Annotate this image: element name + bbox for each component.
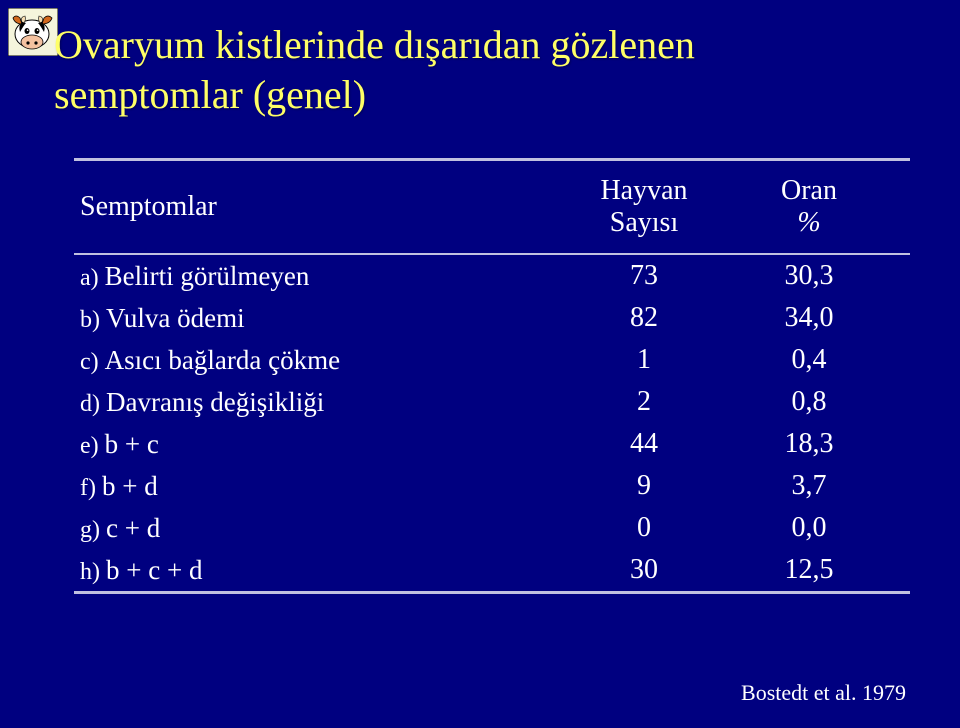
table-row: h) b + c + d3012,5: [74, 549, 910, 591]
row-pct: 30,3: [734, 260, 884, 292]
row-label: h) b + c + d: [74, 555, 554, 586]
row-prefix: e): [80, 433, 105, 459]
header-col-symptoms: Semptomlar: [74, 191, 554, 223]
table-row: c) Asıcı bağlarda çökme10,4: [74, 339, 910, 381]
row-prefix: h): [80, 559, 106, 585]
row-count: 82: [554, 302, 734, 334]
row-label: c) Asıcı bağlarda çökme: [74, 345, 554, 376]
header-col-pct: Oran %: [734, 175, 884, 239]
cow-icon: [8, 8, 58, 56]
row-prefix: f): [80, 475, 102, 501]
row-label-text: Davranış değişikliği: [106, 387, 324, 417]
table-bottom-rule: [74, 591, 910, 594]
row-label: b) Vulva ödemi: [74, 303, 554, 334]
row-label-text: b + c: [105, 429, 159, 459]
table-row: e) b + c4418,3: [74, 423, 910, 465]
row-label: f) b + d: [74, 471, 554, 502]
row-label-text: Asıcı bağlarda çökme: [105, 345, 340, 375]
row-label-text: c + d: [106, 513, 160, 543]
row-label-text: b + d: [102, 471, 158, 501]
table-header-row: Semptomlar Hayvan Sayısı Oran %: [74, 161, 910, 253]
row-prefix: a): [80, 265, 105, 291]
table-row: g) c + d00,0: [74, 507, 910, 549]
table-row: a) Belirti görülmeyen7330,3: [74, 255, 910, 297]
row-label-text: b + c + d: [106, 555, 202, 585]
page-title: Ovaryum kistlerinde dışarıdan gözlenen s…: [54, 20, 920, 120]
row-pct: 0,8: [734, 386, 884, 418]
row-prefix: b): [80, 307, 106, 333]
row-label: g) c + d: [74, 513, 554, 544]
row-prefix: g): [80, 517, 106, 543]
slide-content: Ovaryum kistlerinde dışarıdan gözlenen s…: [54, 20, 920, 594]
header-pct-top: Oran: [734, 175, 884, 207]
row-count: 0: [554, 512, 734, 544]
row-label-text: Belirti görülmeyen: [105, 261, 310, 291]
row-prefix: d): [80, 391, 106, 417]
table-row: f) b + d93,7: [74, 465, 910, 507]
row-label-text: Vulva ödemi: [106, 303, 245, 333]
row-pct: 18,3: [734, 428, 884, 460]
citation: Bostedt et al. 1979: [741, 680, 906, 706]
row-count: 44: [554, 428, 734, 460]
row-pct: 0,4: [734, 344, 884, 376]
table-row: d) Davranış değişikliği20,8: [74, 381, 910, 423]
row-pct: 0,0: [734, 512, 884, 544]
table-row: b) Vulva ödemi8234,0: [74, 297, 910, 339]
header-count-top: Hayvan: [554, 175, 734, 207]
header-col-count: Hayvan Sayısı: [554, 175, 734, 239]
row-pct: 3,7: [734, 470, 884, 502]
symptoms-table: Semptomlar Hayvan Sayısı Oran % a) Belir…: [74, 158, 910, 594]
table-body: a) Belirti görülmeyen7330,3b) Vulva ödem…: [74, 255, 910, 591]
row-pct: 34,0: [734, 302, 884, 334]
header-pct-bottom: %: [734, 207, 884, 239]
row-prefix: c): [80, 349, 105, 375]
row-count: 1: [554, 344, 734, 376]
title-line-1: Ovaryum kistlerinde dışarıdan gözlenen: [54, 22, 695, 67]
row-label: a) Belirti görülmeyen: [74, 261, 554, 292]
row-count: 2: [554, 386, 734, 418]
header-count-bottom: Sayısı: [554, 207, 734, 239]
title-line-2: semptomlar (genel): [54, 72, 366, 117]
row-count: 73: [554, 260, 734, 292]
row-pct: 12,5: [734, 554, 884, 586]
row-count: 9: [554, 470, 734, 502]
row-count: 30: [554, 554, 734, 586]
row-label: d) Davranış değişikliği: [74, 387, 554, 418]
row-label: e) b + c: [74, 429, 554, 460]
